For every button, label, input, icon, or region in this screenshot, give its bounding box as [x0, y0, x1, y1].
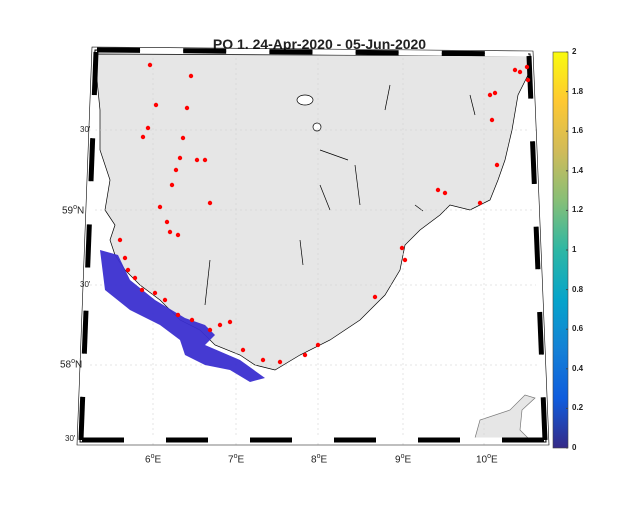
station-marker: [117, 237, 123, 243]
y-tick-label: 30': [65, 434, 76, 443]
station-marker: [145, 125, 151, 131]
frame-segment: [81, 310, 89, 354]
x-tick-label: 7oE: [228, 453, 245, 466]
frame-segment: [88, 138, 96, 182]
station-marker: [194, 157, 200, 163]
station-marker: [175, 312, 181, 318]
frame-segment: [530, 141, 537, 185]
colorbar: [552, 51, 569, 449]
station-marker: [169, 182, 175, 188]
frame-segment: [528, 98, 536, 142]
frame-segment: [540, 397, 548, 441]
frame-segment: [531, 183, 539, 227]
station-marker: [302, 352, 308, 358]
colorbar-tick-label: 0: [572, 443, 577, 452]
station-marker: [517, 69, 523, 75]
station-marker: [152, 290, 158, 296]
station-marker: [494, 162, 500, 168]
x-tick-label: 9oE: [395, 453, 412, 466]
station-marker: [180, 135, 186, 141]
station-marker: [173, 167, 179, 173]
station-marker: [140, 134, 146, 140]
colorbar-tick-label: 0.8: [572, 284, 584, 294]
colorbar-tick-label: 1.8: [572, 86, 584, 96]
y-tick-label: 30': [80, 280, 91, 289]
station-marker: [162, 297, 168, 303]
colorbar-tick-label: 1.6: [572, 126, 584, 136]
station-marker: [175, 232, 181, 238]
y-tick-label: 58oN: [60, 358, 83, 371]
station-marker: [217, 322, 223, 328]
frame-segment: [526, 55, 534, 99]
station-marker: [372, 294, 378, 300]
y-tick-label: 30': [80, 125, 91, 134]
station-marker: [260, 357, 266, 363]
y-tick-label: 59oN: [62, 204, 85, 217]
colorbar-tick-label: 1.2: [572, 205, 584, 215]
map-frame: [76, 46, 550, 446]
frame-segment: [538, 354, 546, 398]
station-marker: [240, 347, 246, 353]
station-marker: [132, 275, 138, 281]
colorbar-tick-label: 2: [572, 47, 577, 56]
frame-segment: [91, 51, 99, 96]
stations: [117, 62, 531, 365]
station-marker: [188, 73, 194, 79]
frame-segment: [80, 353, 87, 397]
station-marker: [315, 342, 321, 348]
station-marker: [202, 157, 208, 163]
frame-segment: [535, 269, 543, 313]
station-marker: [164, 219, 170, 225]
x-tick-label: 6oE: [145, 453, 162, 466]
station-marker: [189, 317, 195, 323]
station-marker: [399, 245, 405, 251]
frame-segment: [537, 311, 544, 355]
station-marker: [402, 257, 408, 263]
station-marker: [512, 67, 518, 73]
station-marker: [139, 287, 145, 293]
station-marker: [489, 117, 495, 123]
station-marker: [207, 200, 213, 206]
colorbar-tick-label: 0.4: [572, 363, 584, 373]
station-marker: [153, 102, 159, 108]
land-norway: [96, 53, 529, 371]
station-marker: [177, 155, 183, 161]
colorbar-tick-label: 1.4: [572, 165, 584, 175]
station-marker: [487, 92, 493, 98]
station-marker: [277, 359, 283, 365]
station-marker: [435, 187, 441, 193]
colorbar-tick-label: 0.6: [572, 324, 584, 334]
frame-segment: [90, 95, 97, 139]
frame-segment: [86, 181, 94, 225]
glider-track: [100, 250, 265, 382]
station-marker: [122, 255, 128, 261]
frame-border: [76, 46, 550, 446]
station-marker: [167, 229, 173, 235]
station-marker: [442, 190, 448, 196]
graticule: [90, 58, 540, 446]
station-marker: [525, 77, 531, 83]
frame-segment: [85, 224, 92, 268]
station-marker: [524, 64, 530, 70]
x-tick-label: 10oE: [476, 453, 498, 466]
station-marker: [227, 319, 233, 325]
land-sweden-corner: [474, 394, 536, 439]
map-title: PO 1, 24-Apr-2020 - 05-Jun-2020: [212, 36, 427, 52]
station-marker: [157, 204, 163, 210]
station-marker: [147, 62, 153, 68]
station-marker: [492, 90, 498, 96]
colorbar-tick-label: 1: [572, 245, 577, 254]
frame-segment: [78, 396, 86, 441]
x-tick-label: 8oE: [311, 453, 328, 466]
station-marker: [477, 200, 483, 206]
frame-segment: [83, 267, 91, 311]
frame-segment: [533, 226, 541, 270]
colorbar-tick-label: 0.2: [572, 403, 584, 413]
station-marker: [207, 327, 213, 333]
station-marker: [184, 105, 190, 111]
station-marker: [125, 267, 131, 273]
